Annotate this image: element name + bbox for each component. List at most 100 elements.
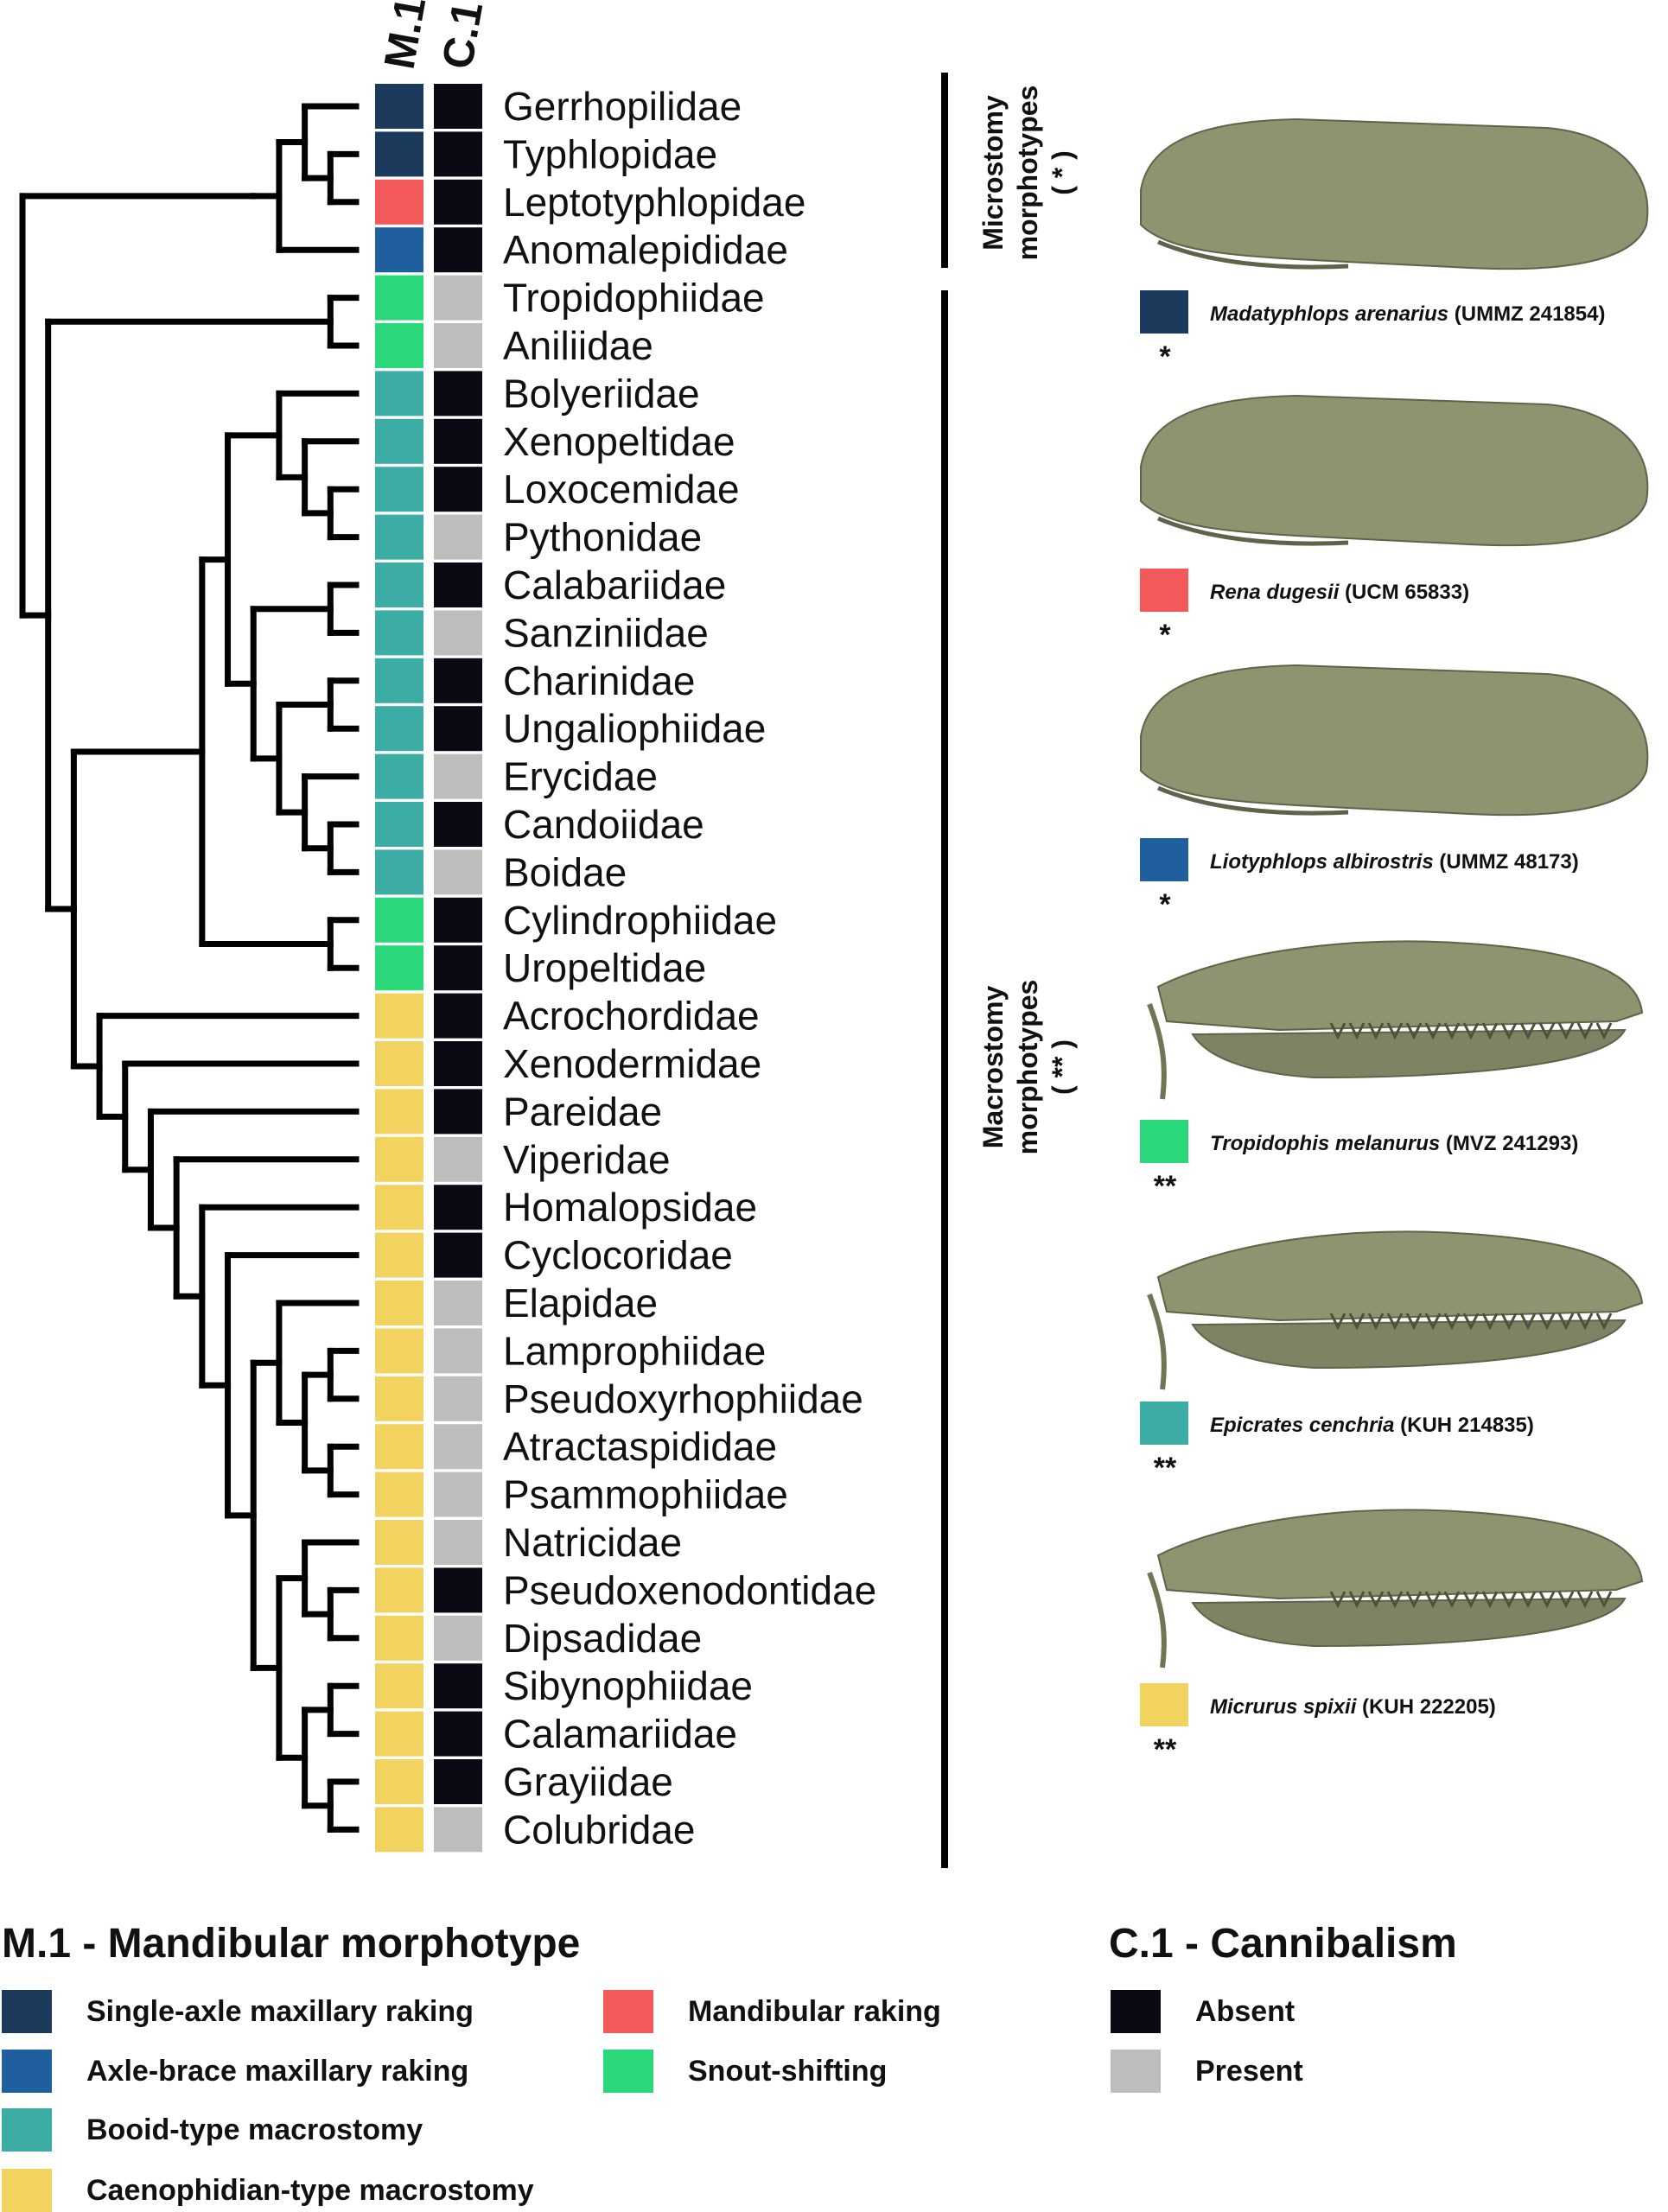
taxon-label: Psammophiidae — [503, 1472, 788, 1517]
taxon-label: Colubridae — [503, 1807, 695, 1852]
taxon-label: Atractaspididae — [503, 1424, 777, 1469]
macrostomy-label-line1: Macrostomy — [977, 986, 1009, 1149]
specimen-species: Tropidophis melanurus — [1210, 1132, 1440, 1155]
m1-cell-candoiidae — [375, 802, 423, 847]
jaw-illustration — [1191, 1597, 1627, 1648]
c1-cell-erycidae — [434, 753, 482, 799]
c1-cell-natricidae — [434, 1520, 482, 1565]
phylogeny-figure: M.1 C.1 GerrhopilidaeTyphlopidaeLeptotyp… — [19, 0, 1649, 1868]
c1-cell-loxocemidae — [434, 467, 482, 512]
m1-cell-anomalepididae — [375, 227, 423, 273]
skull-illustration — [1156, 1230, 1644, 1322]
m1-cell-bolyeriidae — [375, 371, 423, 416]
jaw-illustration — [1157, 785, 1349, 816]
taxon-label: Tropidophiidae — [503, 276, 765, 321]
specimen-panel: * Liotyphlops albirostris (UMMZ 48173) — [1140, 664, 1649, 921]
m1-cell-loxocemidae — [375, 467, 423, 512]
taxon-label: Anomalepididae — [503, 227, 788, 272]
m1-cell-calabariidae — [375, 563, 423, 607]
specimen-stars: ** — [1154, 1452, 1177, 1484]
m1-cell-psammophiidae — [375, 1471, 423, 1517]
m1-cell-pareidae — [375, 1089, 423, 1135]
c1-cell-gerrhopilidae — [434, 84, 482, 129]
legend-label: Snout-shifting — [688, 2054, 888, 2088]
m1-cell-natricidae — [375, 1520, 423, 1565]
m1-cell-typhlopidae — [375, 131, 423, 177]
m1-cell-ungaliophiidae — [375, 706, 423, 752]
c1-cell-pythonidae — [434, 514, 482, 560]
specimen-stars: * — [1159, 619, 1171, 652]
m1-cell-homalopsidae — [375, 1185, 423, 1230]
specimen-stars: * — [1159, 888, 1171, 921]
legend-m1-title: M.1 - Mandibular morphotype — [2, 1921, 581, 1967]
taxon-label: Acrochordidae — [503, 994, 760, 1039]
legend-swatch — [1111, 1990, 1161, 2033]
specimen-label: Micrurus spixii (KUH 222205) — [1210, 1695, 1496, 1719]
taxon-label: Cyclocoridae — [503, 1233, 733, 1278]
m1-cell-calamariidae — [375, 1711, 423, 1757]
column-header-c1: C.1 — [433, 0, 493, 73]
taxon-label: Uropeltidae — [503, 945, 706, 990]
jaw-illustration — [1191, 1028, 1627, 1079]
specimen-panel: * Rena dugesii (UCM 65833) — [1140, 394, 1649, 652]
specimen-swatch — [1140, 290, 1188, 334]
taxon-label: Erycidae — [503, 754, 658, 799]
specimen-species: Micrurus spixii — [1210, 1695, 1358, 1719]
m1-cell-sanziniidae — [375, 610, 423, 656]
c1-cell-xenodermidae — [434, 1041, 482, 1086]
m1-cell-pythonidae — [375, 514, 423, 560]
taxon-label: Typhlopidae — [503, 131, 717, 176]
macrostomy-label-line2: morphotypes — [1012, 980, 1043, 1155]
c1-cell-viperidae — [434, 1136, 482, 1182]
m1-cell-cyclocoridae — [375, 1232, 423, 1278]
taxon-label: Gerrhopilidae — [503, 84, 742, 129]
taxon-label: Homalopsidae — [503, 1185, 757, 1230]
legend-item: Booid-type macrostomy — [2, 2108, 423, 2152]
m1-cell-tropidophiidae — [375, 275, 423, 321]
phylogenetic-tree — [19, 103, 360, 1833]
m1-cell-pseudoxenodontidae — [375, 1567, 423, 1613]
m1-cell-leptotyphlopidae — [375, 179, 423, 225]
m1-cell-charinidae — [375, 658, 423, 703]
specimen-label: Rena dugesii (UCM 65833) — [1210, 581, 1469, 604]
legend-label: Single-axle maxillary raking — [86, 1994, 474, 2028]
legend-label: Axle-brace maxillary raking — [86, 2054, 469, 2088]
c1-cell-calabariidae — [434, 563, 482, 607]
taxon-label: Calabariidae — [503, 563, 726, 607]
c1-cell-tropidophiidae — [434, 275, 482, 321]
c1-cell-calamariidae — [434, 1711, 482, 1757]
c1-cell-aniliidae — [434, 323, 482, 368]
taxon-label: Charinidae — [503, 658, 695, 703]
c1-cell-boidae — [434, 849, 482, 895]
m1-cell-aniliidae — [375, 323, 423, 368]
teeth-illustration — [1329, 1022, 1613, 1040]
specimen-code: (UMMZ 48173) — [1434, 850, 1579, 874]
specimen-code: (UMMZ 241854) — [1448, 302, 1605, 326]
c1-cell-pseudoxenodontidae — [434, 1567, 482, 1613]
vertebra-illustration — [1147, 1002, 1167, 1100]
specimen-species: Liotyphlops albirostris — [1210, 850, 1434, 874]
c1-cell-pareidae — [434, 1089, 482, 1135]
legend-swatch — [2, 1990, 52, 2033]
skull-illustration — [1156, 1509, 1644, 1600]
c1-cell-colubridae — [434, 1807, 482, 1853]
vertebra-illustration — [1147, 1293, 1167, 1390]
taxon-label: Loxocemidae — [503, 467, 740, 512]
legend-label: Absent — [1195, 1994, 1296, 2028]
legend-item: Snout-shifting — [603, 2050, 887, 2093]
morphotype-groups: Microstomy morphotypes ( * ) Macrostomy … — [941, 73, 1078, 1868]
taxon-label: Boidae — [503, 849, 627, 894]
legend-swatch — [2, 2169, 52, 2212]
m1-cell-pseudoxyrhophiidae — [375, 1376, 423, 1421]
m1-cell-grayiidae — [375, 1759, 423, 1804]
m1-cell-colubridae — [375, 1807, 423, 1853]
taxon-labels: GerrhopilidaeTyphlopidaeLeptotyphlopidae… — [503, 84, 876, 1852]
c1-cell-charinidae — [434, 658, 482, 703]
macrostomy-label-line3: ( ** ) — [1047, 1039, 1078, 1095]
c1-cell-xenopeltidae — [434, 418, 482, 464]
specimen-species: Madatyphlops arenarius — [1210, 302, 1448, 326]
legend-item: Single-axle maxillary raking — [2, 1990, 474, 2033]
specimen-label: Madatyphlops arenarius (UMMZ 241854) — [1210, 302, 1605, 326]
c1-cell-sibynophiidae — [434, 1663, 482, 1709]
taxon-label: Cylindrophiidae — [503, 898, 777, 943]
